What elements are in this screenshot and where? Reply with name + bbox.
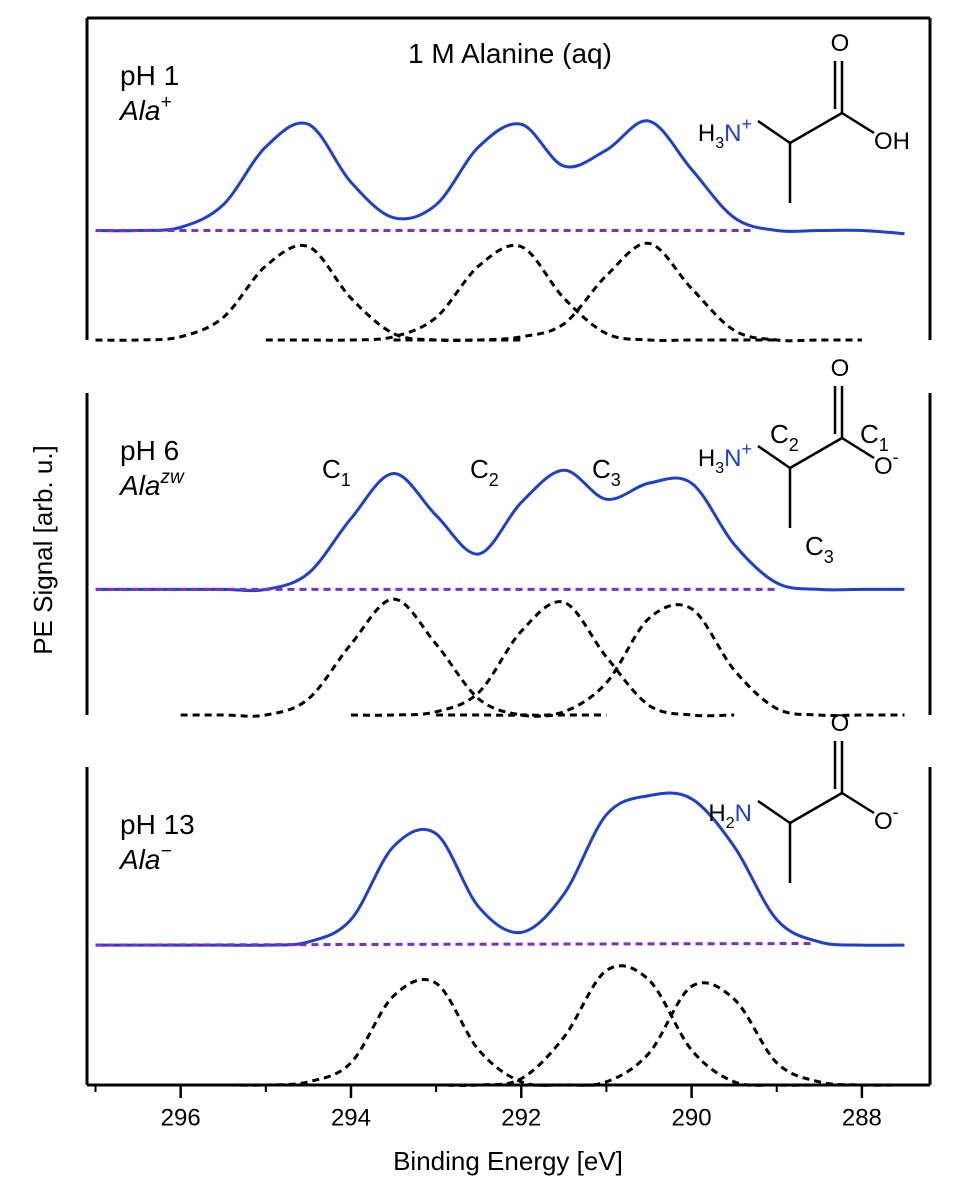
fit-curve [350, 600, 735, 718]
fit-curve [265, 243, 777, 342]
species-label-part: zw [159, 467, 185, 488]
x-tick-label: 290 [672, 1104, 712, 1131]
peak-label-part: 3 [611, 470, 621, 490]
carbonyl-oxygen: O [831, 355, 850, 382]
peak-label-part: 1 [341, 470, 351, 490]
peak-label: C1 [322, 454, 351, 490]
bond [841, 111, 875, 135]
carbon-label: C2 [770, 419, 799, 455]
x-axis-label-part: Binding Energy [eV] [393, 1146, 623, 1176]
x-tick-label: 294 [331, 1104, 371, 1131]
spectrum [95, 119, 905, 236]
fit-curve [350, 964, 820, 1087]
carbonyl-oxygen-part: O [831, 710, 850, 737]
carbonyl-oxygen: O [831, 30, 850, 57]
amine-group: H3N+ [698, 439, 752, 477]
amine-group: H2N [708, 800, 752, 831]
amine-group-part: N [724, 445, 741, 472]
bond [789, 791, 843, 825]
peak-label-part: 2 [489, 470, 499, 490]
carboxyl-oxygen-part: O [874, 453, 893, 480]
carboxyl-oxygen: O- [874, 447, 899, 481]
species-label: Ala− [118, 841, 172, 876]
amine-group-part: N [735, 800, 752, 827]
x-tick-label: 288 [842, 1104, 882, 1131]
fit-curve [436, 603, 905, 717]
ph-label-part: pH 6 [120, 435, 179, 466]
amine-group: H3N+ [698, 114, 752, 152]
ph-label: pH 13 [120, 809, 195, 840]
x-tick-label: 292 [501, 1104, 541, 1131]
chart-title: 1 M Alanine (aq) [408, 38, 612, 69]
amine-group-part: + [741, 439, 752, 459]
x-axis-label: Binding Energy [eV] [393, 1146, 623, 1176]
ph-label-part: pH 13 [120, 809, 195, 840]
bond [757, 799, 791, 825]
species-label: Alazw [118, 467, 185, 502]
carbon-label-part: C [805, 531, 824, 561]
carbon-label-part: C [860, 419, 879, 449]
species-label-part: Ala [118, 470, 160, 501]
carboxyl-oxygen-part: O [874, 808, 893, 835]
peak-label: C3 [592, 454, 621, 490]
carboxyl-oxygen-part: - [893, 447, 899, 467]
fit-curve [180, 978, 607, 1087]
ph-label: pH 6 [120, 435, 179, 466]
carbon-label: C3 [805, 531, 834, 567]
carbon-label-part: 2 [789, 435, 799, 455]
y-axis-label-part: PE Signal [arb. u.] [28, 445, 58, 655]
species-label: Ala+ [118, 92, 172, 127]
bond [757, 119, 791, 145]
bond [841, 436, 875, 460]
carboxyl-oxygen-part: - [893, 802, 899, 822]
fit-curve [521, 981, 905, 1087]
species-label-part: + [160, 92, 171, 113]
carbon-label: C1 [860, 419, 889, 455]
chart-title-part: 1 M Alanine (aq) [408, 38, 612, 69]
bond [789, 436, 843, 470]
species-label-part: Ala [118, 95, 160, 126]
ph-label-part: pH 1 [120, 60, 179, 91]
carboxyl-oxygen: O- [874, 802, 899, 836]
species-label-part: − [160, 841, 171, 862]
peak-label: C2 [470, 454, 499, 490]
peak-label-part: C [592, 454, 611, 484]
peak-label-part: C [322, 454, 341, 484]
amine-group-part: 3 [715, 135, 724, 152]
carbon-label-part: 1 [879, 435, 889, 455]
spectrum [95, 791, 905, 947]
spectrum [95, 468, 905, 593]
fit-curve [393, 241, 862, 343]
species-label-part: Ala [118, 844, 160, 875]
amine-group-part: 2 [726, 815, 735, 832]
fit-curve [180, 597, 607, 718]
bond [789, 111, 843, 145]
carbon-label-part: 3 [824, 547, 834, 567]
carbonyl-oxygen-part: O [831, 30, 850, 57]
carbon-label-part: C [770, 419, 789, 449]
x-tick-label: 296 [161, 1104, 201, 1131]
carbonyl-oxygen-part: O [831, 355, 850, 382]
peak-label-part: C [470, 454, 489, 484]
bond [841, 791, 875, 815]
amine-group-part: + [741, 114, 752, 134]
amine-group-part: 3 [715, 460, 724, 477]
amine-group-part: H [698, 120, 715, 147]
carboxyl-oxygen: OH [874, 128, 910, 155]
amine-group-part: H [698, 445, 715, 472]
ph-label: pH 1 [120, 60, 179, 91]
bond [757, 444, 791, 470]
carbonyl-oxygen: O [831, 710, 850, 737]
amine-group-part: H [708, 800, 725, 827]
y-axis-label: PE Signal [arb. u.] [28, 445, 58, 655]
carboxyl-oxygen-part: OH [874, 128, 910, 155]
amine-group-part: N [724, 120, 741, 147]
